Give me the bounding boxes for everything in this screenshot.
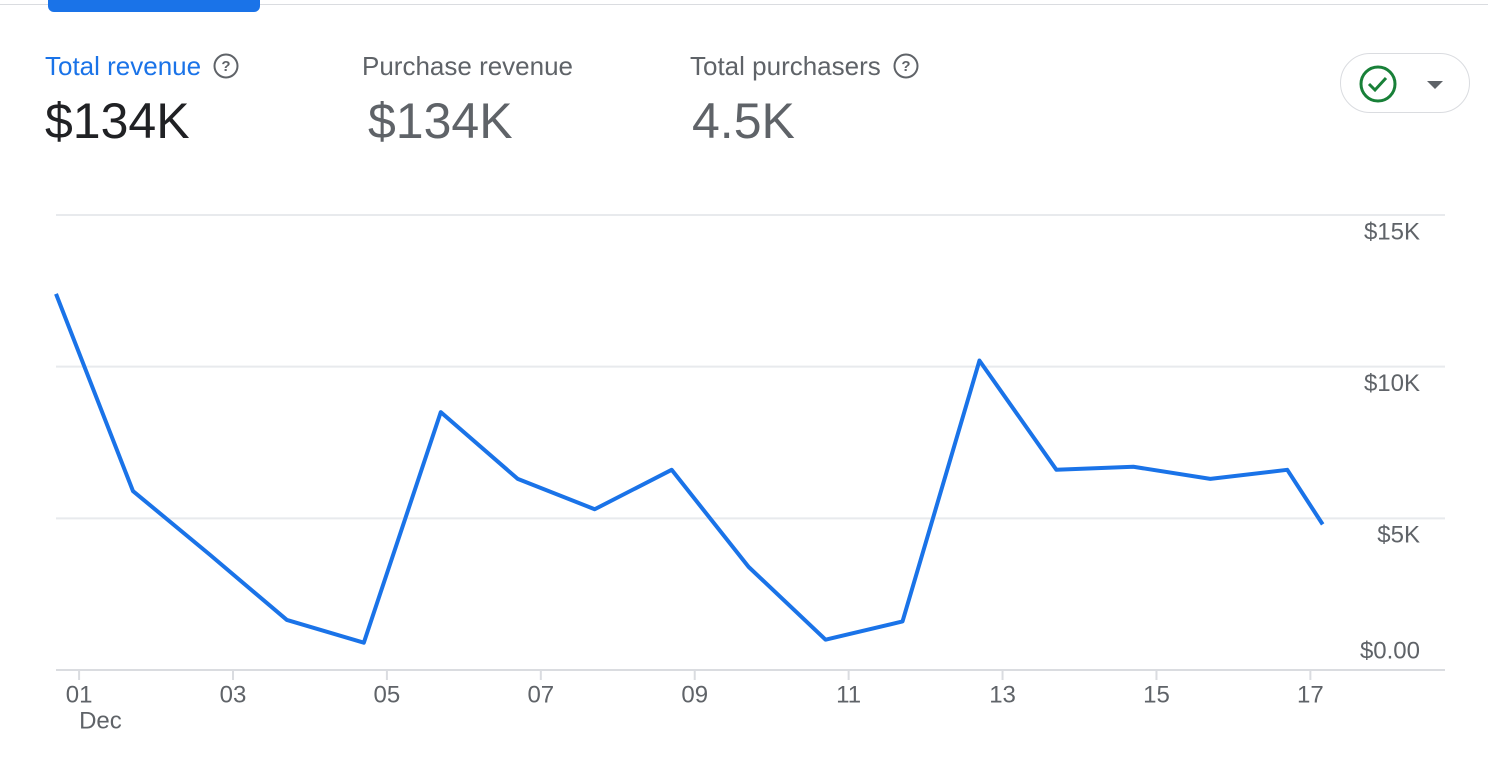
svg-text:?: ?	[901, 58, 910, 75]
x-tick-label: 11	[836, 681, 861, 708]
metric-tab[interactable]: Total revenue ? $134K	[45, 48, 239, 150]
svg-text:?: ?	[222, 58, 231, 75]
help-icon[interactable]: ?	[893, 53, 919, 79]
y-tick-label: $10K	[1364, 370, 1420, 397]
metric-label: Total purchasers	[690, 50, 881, 81]
help-icon[interactable]: ?	[213, 53, 239, 79]
metric-value: $134K	[368, 93, 513, 149]
x-tick-label: 03	[220, 681, 247, 708]
x-tick-label: 05	[374, 681, 401, 708]
metric-tab[interactable]: Total purchasers ? 4.5K	[690, 48, 919, 150]
y-tick-label: $0.00	[1360, 637, 1420, 664]
metric-label: Total revenue	[45, 50, 202, 81]
x-tick-label: 13	[989, 681, 1016, 708]
x-tick-label: 07	[527, 681, 554, 708]
metric-tab[interactable]: Purchase revenue $134K	[362, 48, 573, 150]
status-icons	[1359, 65, 1443, 103]
x-tick-label: 15	[1143, 681, 1170, 708]
metric-label: Purchase revenue	[362, 50, 574, 81]
x-month-label: Dec	[79, 707, 122, 734]
card-border	[0, 4, 1488, 5]
x-tick-label: 17	[1297, 681, 1324, 708]
metric-value: $134K	[45, 93, 190, 149]
x-tick-label: 09	[681, 681, 708, 708]
active-tab-indicator	[48, 0, 260, 12]
y-tick-label: $5K	[1377, 522, 1420, 549]
x-tick-label: 01	[66, 681, 93, 708]
series-line	[54, 293, 1325, 645]
metric-value: 4.5K	[692, 93, 795, 149]
status-dropdown[interactable]	[1340, 53, 1470, 113]
y-tick-label: $15K	[1364, 218, 1420, 245]
